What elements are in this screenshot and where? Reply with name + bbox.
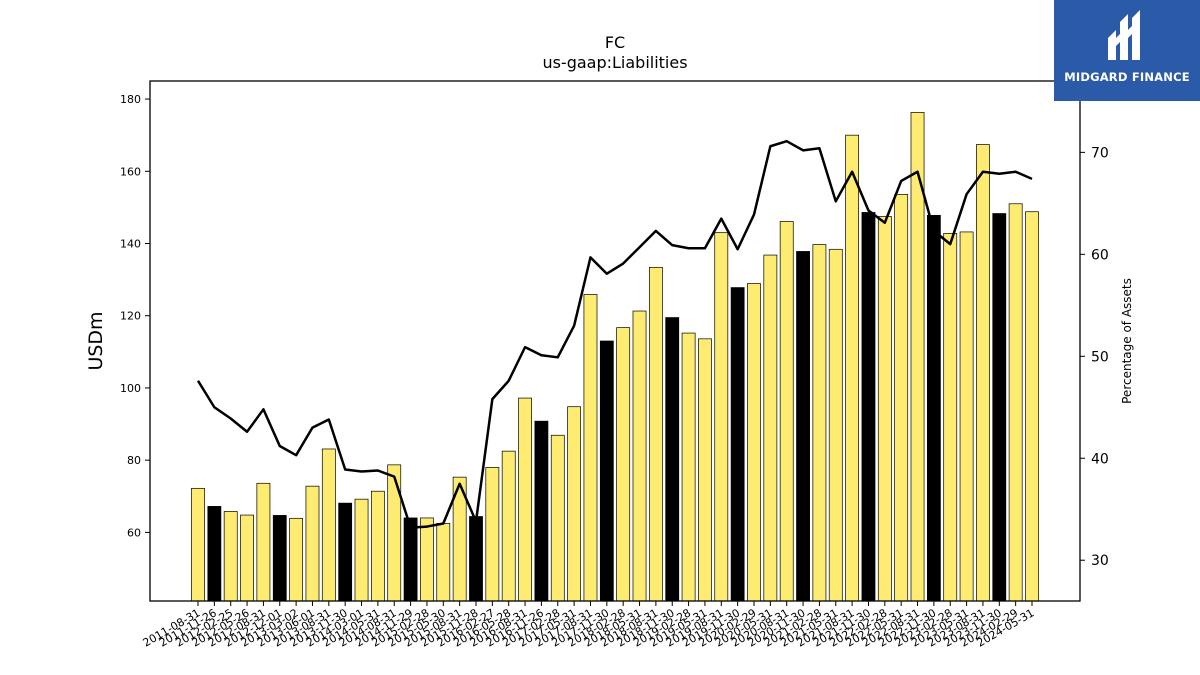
bar [796,251,810,602]
bar [567,406,582,602]
bar [976,144,990,602]
bar [959,231,974,602]
bar [207,506,222,602]
midgard-logo-icon [1108,10,1140,60]
y2-tick-label: 40 [1091,451,1109,467]
y-tick-label: 80 [127,454,141,467]
y2-tick-label: 30 [1091,553,1109,569]
chart-subtitle: us-gaap:Liabilities [542,53,687,72]
bar [338,502,353,602]
bar-series [191,112,1039,602]
y2-axis-label: Percentage of Assets [1120,278,1134,404]
chart-title: FC [605,33,625,52]
y-tick-label: 100 [120,382,141,395]
y-tick-label: 180 [120,93,141,106]
bar [632,310,647,602]
bar [191,487,205,602]
y-tick-label: 60 [127,526,141,539]
bar [387,464,402,602]
y-tick-label: 140 [120,238,141,251]
percentage-line [196,139,1033,529]
bar [485,467,500,602]
y-tick-label: 160 [120,165,141,178]
bar [583,294,598,602]
y2-tick-label: 50 [1091,349,1109,365]
bar [469,516,483,602]
bar [861,212,876,602]
bar [272,515,287,602]
bar [845,134,860,602]
bar [992,213,1007,602]
bar [616,327,631,602]
bar [714,232,729,602]
bar [812,244,827,602]
bar [1008,203,1023,602]
bar [779,221,794,602]
bar [763,254,778,602]
bar [747,283,761,602]
y2-tick-label: 70 [1091,145,1109,161]
bar [321,448,336,602]
bar [943,233,958,602]
line-series [196,139,1033,529]
bar [420,517,434,602]
bar [370,490,385,602]
brand-name: MIDGARD FINANCE [1064,70,1190,84]
plot-frame [149,80,1081,602]
bar [681,332,696,602]
bar [289,517,304,602]
bar [730,287,745,602]
bar [501,450,516,602]
bar [240,514,254,602]
bar [665,317,680,602]
bar [1025,211,1039,602]
bar [926,214,941,602]
bar [354,498,369,602]
bar [698,338,712,602]
bar [436,523,451,602]
bar [534,420,549,602]
bar [223,511,238,602]
brand-logo: MIDGARD FINANCE [1054,0,1200,101]
bar [256,482,271,602]
x-axis-ticks: 2011-08-312011-11-262012-02-252012-05-26… [141,601,1037,650]
y-axis-label: USDm [85,311,107,370]
y2-tick-label: 60 [1091,247,1109,263]
bar [828,248,843,602]
bar [518,397,532,602]
y2-axis-ticks: 30 40 50 60 70 [1080,145,1109,569]
bar [550,434,565,602]
y-tick-label: 120 [120,310,141,323]
bar [877,216,892,602]
y-axis-ticks: 60 80 100 120 140 160 180 [120,93,150,539]
bar [648,266,663,602]
bar [599,340,614,602]
bar [305,485,320,602]
bar [894,194,909,602]
bar [403,517,418,602]
